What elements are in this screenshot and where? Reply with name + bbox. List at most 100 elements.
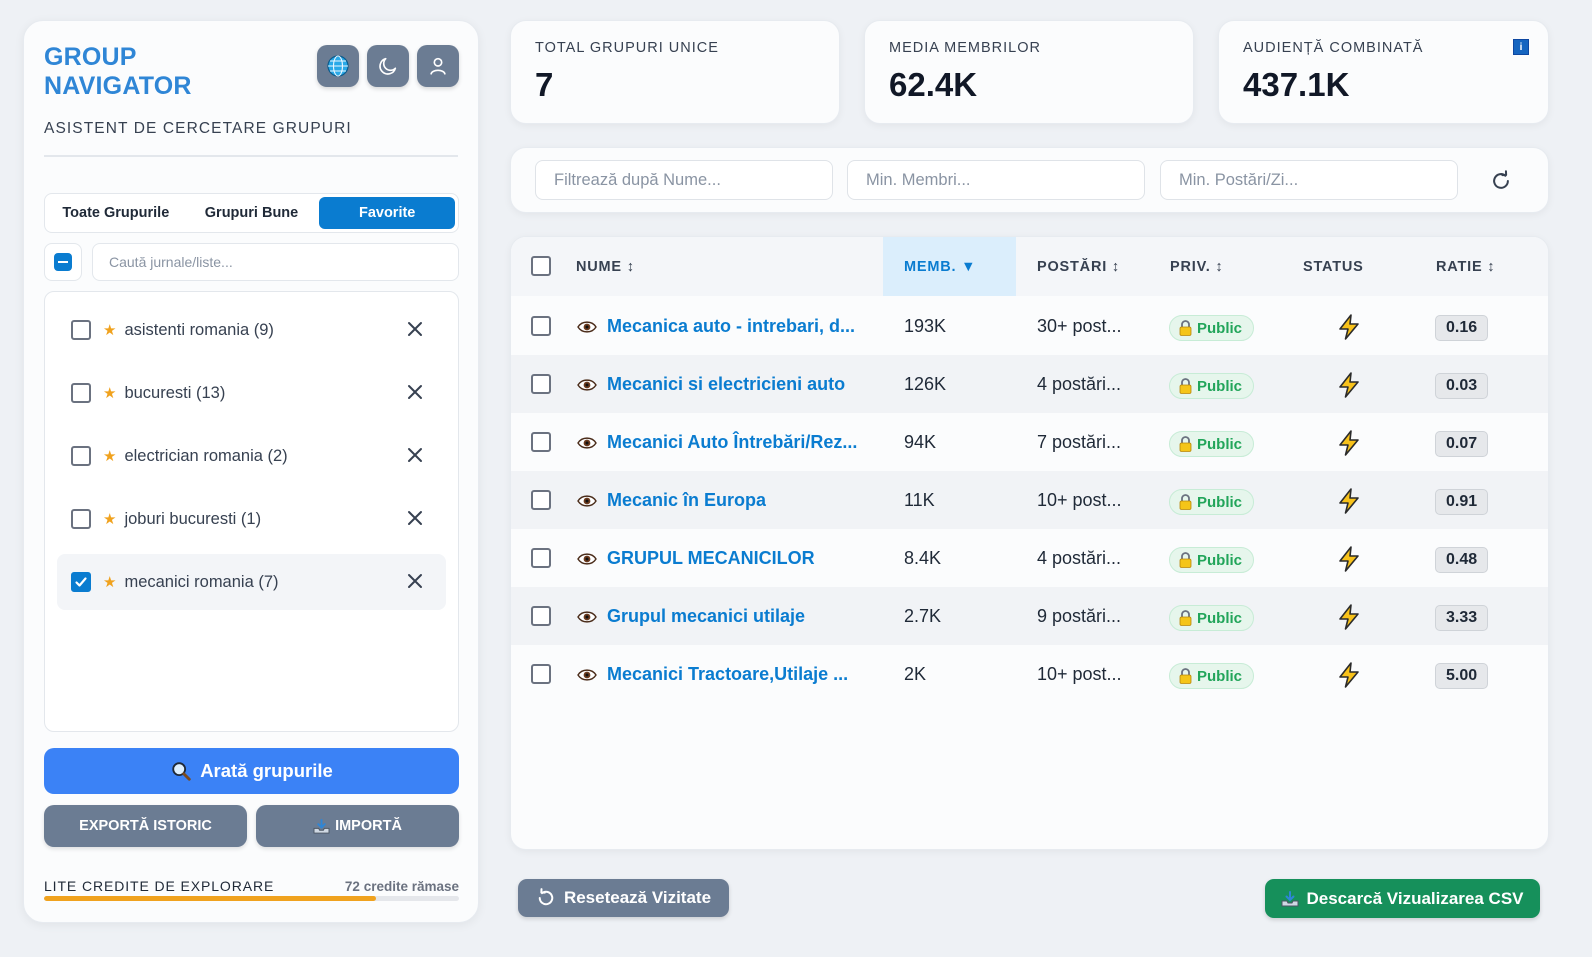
eye-icon[interactable] (577, 494, 597, 508)
table-row[interactable]: Grupul mecanici utilaje 2.7K 9 postări... P… (511, 587, 1548, 645)
column-posts[interactable]: POSTĂRI ↕ (1037, 258, 1120, 275)
tab-all-groups[interactable]: Toate Grupurile (62, 205, 170, 221)
row-checkbox[interactable] (531, 432, 551, 452)
moon-icon (379, 57, 397, 75)
star-icon: ★ (103, 574, 117, 591)
column-status: STATUS (1303, 258, 1364, 275)
row-checkbox[interactable] (531, 316, 551, 336)
group-posts: 9 postări... (1037, 606, 1122, 626)
import-label: IMPORTĂ (335, 818, 402, 834)
language-button[interactable] (317, 45, 359, 87)
row-checkbox[interactable] (531, 606, 551, 626)
privacy-badge: Public (1169, 373, 1255, 399)
lightning-icon (1339, 314, 1359, 340)
reset-visited-button[interactable]: Resetează Vizitate (518, 879, 729, 917)
list-checkbox[interactable] (71, 509, 91, 529)
list-checkbox[interactable] (71, 320, 91, 340)
list-checkbox[interactable] (71, 446, 91, 466)
column-name[interactable]: NUME ↕ (576, 258, 635, 275)
table-row[interactable]: Mecanici Auto Întrebări/Rez... 94K 7 postă… (511, 413, 1548, 471)
filter-name-input[interactable] (535, 160, 833, 200)
list-item[interactable]: ★ joburi bucuresti (1) (57, 491, 446, 547)
list-item[interactable]: ★ asistenti romania (9) (57, 302, 446, 358)
filter-bar (510, 147, 1549, 213)
privacy-badge: Public (1169, 663, 1255, 689)
credits-progress-bar (44, 896, 459, 901)
eye-icon[interactable] (577, 320, 597, 334)
magnifier-icon (172, 762, 191, 781)
refresh-icon[interactable] (1490, 170, 1512, 192)
stat-average-members: MEDIA MEMBRILOR 62.4K (864, 20, 1194, 124)
group-posts: 30+ post... (1037, 316, 1122, 336)
stat-value: 62.4K (889, 66, 978, 103)
group-name-link[interactable]: Mecanici Auto Întrebări/Rez... (607, 432, 858, 452)
group-name-link[interactable]: Mecanic în Europa (607, 490, 767, 510)
eye-icon[interactable] (577, 668, 597, 682)
globe-icon (327, 55, 349, 77)
row-checkbox[interactable] (531, 548, 551, 568)
list-checkbox[interactable] (71, 383, 91, 403)
table-row[interactable]: Mecanic în Europa 11K 10+ post... Public 0.9… (511, 471, 1548, 529)
privacy-label: Public (1197, 667, 1243, 685)
group-members: 193K (904, 316, 947, 336)
group-name-link[interactable]: Mecanici si electricieni auto (607, 374, 846, 394)
credits-info: LITE CREDITE DE EXPLORARE 72 credite răm… (44, 878, 459, 894)
stat-label: AUDIENȚĂ COMBINATĂ (1243, 40, 1424, 56)
eye-icon[interactable] (577, 610, 597, 624)
import-button[interactable]: IMPORTĂ (256, 805, 459, 847)
group-members: 2.7K (904, 606, 942, 626)
privacy-label: Public (1197, 319, 1243, 337)
filter-min-members-input[interactable] (847, 160, 1145, 200)
remove-list-icon[interactable] (406, 572, 424, 590)
list-item[interactable]: ★ electrician romania (2) (57, 428, 446, 484)
star-icon: ★ (103, 511, 117, 528)
row-checkbox[interactable] (531, 374, 551, 394)
tab-favorites[interactable]: Favorite (319, 197, 456, 229)
eye-icon[interactable] (577, 436, 597, 450)
group-name-link[interactable]: GRUPUL MECANICILOR (607, 548, 815, 568)
list-item[interactable]: ★ mecanici romania (7) (57, 554, 446, 610)
row-checkbox[interactable] (531, 664, 551, 684)
remove-list-icon[interactable] (406, 320, 424, 338)
remove-list-icon[interactable] (406, 509, 424, 527)
filter-min-posts-input[interactable] (1160, 160, 1458, 200)
ratio-badge: 0.48 (1435, 547, 1489, 573)
select-all-lists-checkbox[interactable] (44, 243, 82, 281)
eye-icon[interactable] (577, 378, 597, 392)
column-members[interactable]: MEMB. ▼ (883, 237, 1016, 296)
profile-button[interactable] (417, 45, 459, 87)
info-icon[interactable]: i (1513, 39, 1529, 55)
credits-remaining: 72 credite rămase (344, 879, 459, 894)
list-item[interactable]: ★ bucuresti (13) (57, 365, 446, 421)
eye-icon[interactable] (577, 552, 597, 566)
list-search-input[interactable] (92, 243, 459, 281)
privacy-badge: Public (1169, 547, 1255, 573)
table-row[interactable]: Mecanici Tractoare,Utilaje ... 2K 10+ post… (511, 645, 1548, 703)
remove-list-icon[interactable] (406, 446, 424, 464)
remove-list-icon[interactable] (406, 383, 424, 401)
column-privacy[interactable]: PRIV. ↕ (1170, 258, 1224, 275)
privacy-label: Public (1197, 551, 1243, 569)
list-checkbox[interactable] (71, 572, 91, 592)
checkmark-icon (75, 577, 87, 587)
theme-toggle-button[interactable] (367, 45, 409, 87)
show-groups-button[interactable]: Arată grupurile (44, 748, 459, 794)
group-name-link[interactable]: Mecanici Tractoare,Utilaje ... (607, 664, 849, 684)
column-ratio[interactable]: RATIE ↕ (1436, 258, 1496, 275)
privacy-badge: Public (1169, 431, 1255, 457)
download-csv-label: Descarcă Vizualizarea CSV (1306, 888, 1524, 908)
group-name-link[interactable]: Mecanica auto - intrebari, d... (607, 316, 856, 336)
export-history-button[interactable]: EXPORTĂ ISTORIC (44, 805, 247, 847)
row-checkbox[interactable] (531, 490, 551, 510)
table-row[interactable]: Mecanica auto - intrebari, d... 193K 30+ p… (511, 297, 1548, 355)
table-row[interactable]: GRUPUL MECANICILOR 8.4K 4 postări... Public… (511, 529, 1548, 587)
group-name-link[interactable]: Grupul mecanici utilaje (607, 606, 806, 626)
download-csv-button[interactable]: Descarcă Vizualizarea CSV (1265, 879, 1540, 918)
privacy-label: Public (1197, 377, 1243, 395)
tab-good-groups[interactable]: Grupuri Bune (204, 205, 299, 221)
stat-combined-audience: AUDIENȚĂ COMBINATĂ 437.1K i (1218, 20, 1549, 124)
refresh-icon (538, 888, 554, 906)
select-all-rows-checkbox[interactable] (531, 256, 551, 276)
table-row[interactable]: Mecanici si electricieni auto 126K 4 postă… (511, 355, 1548, 413)
group-posts: 4 postări... (1037, 548, 1122, 568)
